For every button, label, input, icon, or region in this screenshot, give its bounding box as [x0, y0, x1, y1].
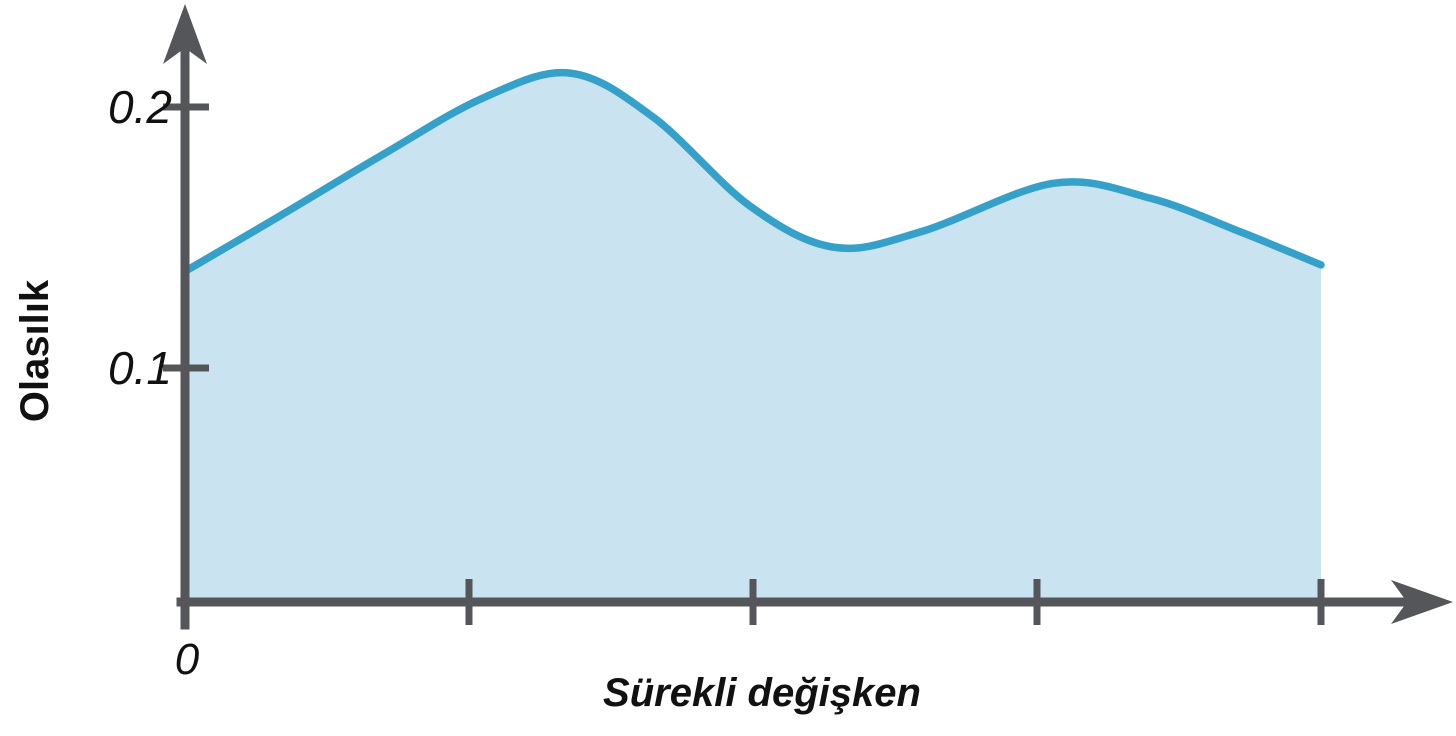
y-tick-label-0-1: 0.1 [108, 342, 172, 394]
y-axis-ticks [163, 103, 209, 372]
y-axis-arrow-icon [163, 4, 207, 64]
y-axis-title: Olasılık [13, 279, 57, 422]
plot-area [181, 68, 1325, 600]
x-axis [176, 579, 1453, 625]
x-axis-title: Sürekli değişken [603, 671, 921, 715]
density-area-fill [185, 72, 1321, 600]
density-curve [181, 68, 1325, 276]
y-tick-label-0-2: 0.2 [108, 81, 172, 133]
origin-label: 0 [175, 635, 200, 684]
x-axis-arrow-icon [1391, 580, 1453, 624]
y-axis [163, 4, 209, 630]
x-axis-ticks [465, 579, 1325, 625]
